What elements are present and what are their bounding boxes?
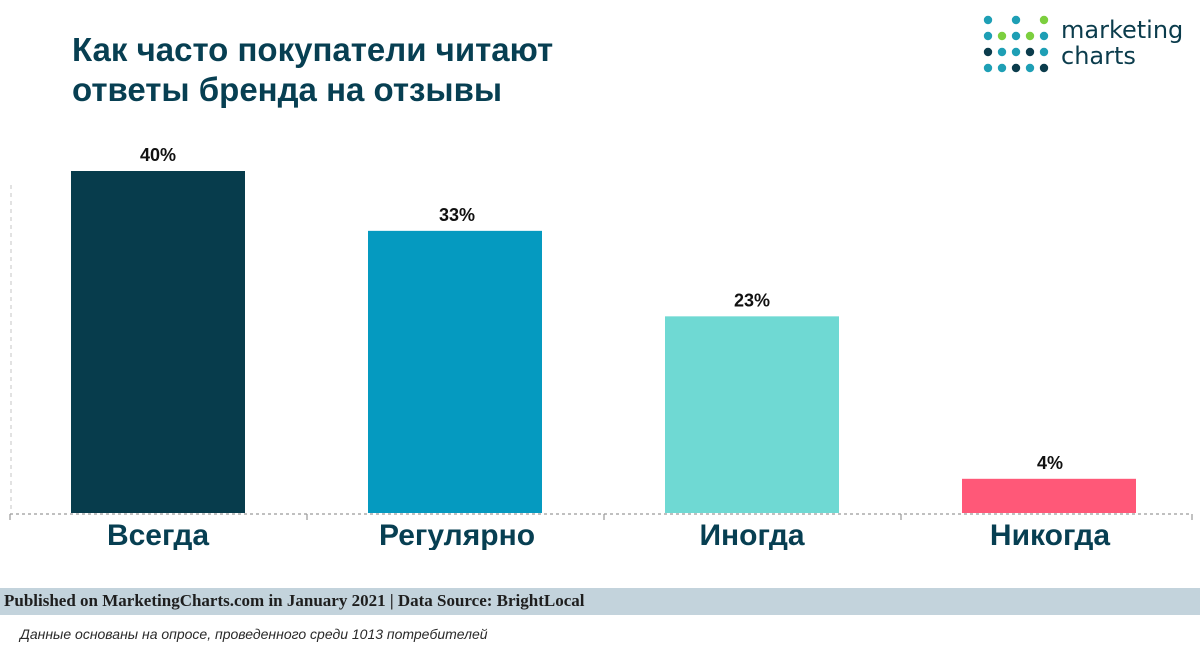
logo-dot-5 xyxy=(1011,31,1021,41)
marketing-charts-logo: marketing charts xyxy=(982,14,1197,76)
logo-dot-6 xyxy=(1025,31,1035,41)
data-label-2: 33% xyxy=(439,205,475,225)
data-label-4: 4% xyxy=(1037,453,1063,473)
logo-dot-1 xyxy=(1011,15,1021,25)
category-label-4: Никогда xyxy=(990,519,1110,550)
logo-dots-icon xyxy=(983,15,1049,73)
category-label-3: Иногда xyxy=(699,519,804,550)
logo-dot-2 xyxy=(1039,15,1049,25)
logo-dot-4 xyxy=(997,31,1007,41)
logo-dot-12 xyxy=(1039,47,1049,57)
logo-dot-14 xyxy=(997,63,1007,73)
logo-dot-7 xyxy=(1039,31,1049,41)
logo-dot-16 xyxy=(1025,63,1035,73)
logo-dot-0 xyxy=(983,15,993,25)
bar-4 xyxy=(962,478,1136,513)
logo-dot-9 xyxy=(997,47,1007,57)
survey-note: Данные основаны на опросе, проведенного … xyxy=(20,626,488,642)
source-credit: Published on MarketingCharts.com in Janu… xyxy=(4,591,585,610)
logo-text: marketing charts xyxy=(1061,17,1183,69)
bar-1 xyxy=(71,171,245,513)
logo-text-line-2: charts xyxy=(1061,42,1136,70)
bar-chart: 40% Всегда 33% Регулярно 23% Иногда 4% Никогда xyxy=(9,145,1193,550)
category-label-2: Регулярно xyxy=(379,519,535,550)
logo-dot-8 xyxy=(983,47,993,57)
chart-title: Как часто покупатели читают ответы бренд… xyxy=(72,30,692,110)
logo-dot-3 xyxy=(983,31,993,41)
logo-text-line-1: marketing xyxy=(1061,16,1184,44)
logo-dot-11 xyxy=(1025,47,1035,57)
logo-dot-13 xyxy=(983,63,993,73)
footer-bar: Published on MarketingCharts.com in Janu… xyxy=(0,588,1200,615)
logo-dot-15 xyxy=(1011,63,1021,73)
data-label-3: 23% xyxy=(734,290,770,310)
bar-2 xyxy=(368,230,542,513)
logo-dot-17 xyxy=(1039,63,1049,73)
logo-dot-10 xyxy=(1011,47,1021,57)
title-line-2: ответы бренда на отзывы xyxy=(72,71,503,108)
title-line-1: Как часто покупатели читают xyxy=(72,31,554,68)
category-label-1: Всегда xyxy=(107,519,209,550)
bar-3 xyxy=(665,316,839,513)
data-label-1: 40% xyxy=(140,145,176,165)
